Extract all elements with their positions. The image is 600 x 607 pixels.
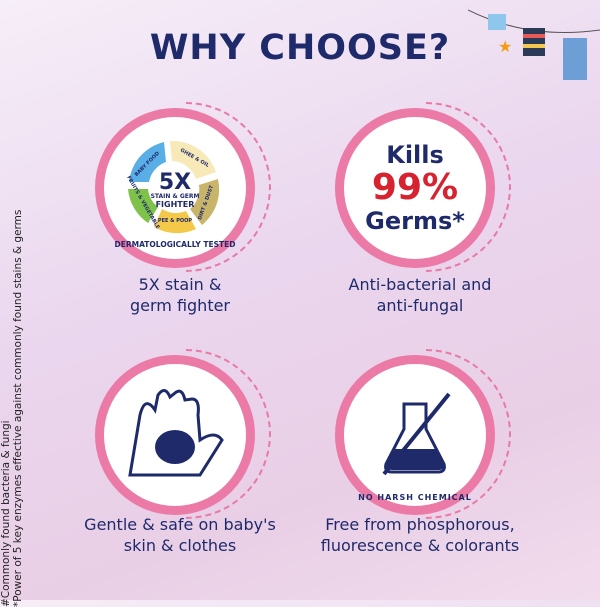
svg-text:★: ★ (498, 37, 512, 56)
flask-icon: NO HARSH CHEMICAL (358, 392, 472, 502)
segment-label: PEE & POOP (158, 218, 193, 224)
caption-line: fluorescence & colorants (320, 536, 520, 555)
5x-cycle-icon: BABY FOOD GHEE & OIL DIRT & DUST PEE & P… (115, 140, 236, 249)
no-harsh-chemical-badge: NO HARSH CHEMICAL (335, 349, 511, 525)
caption-line: Gentle & safe on baby's (84, 515, 276, 534)
feature-caption: Free from phosphorous, fluorescence & col… (290, 514, 550, 556)
footnotes: #Commonly found bacteria & fungi *Power … (0, 207, 24, 607)
caption-line: germ fighter (129, 296, 231, 315)
footnote: *Power of 5 key enzymes effective agains… (12, 209, 24, 607)
footnote: #Commonly found bacteria & fungi (0, 420, 12, 607)
kills-text: Kills (386, 141, 444, 169)
page-title: WHY CHOOSE? (149, 28, 451, 68)
stain-fighter-badge: BABY FOOD GHEE & OIL DIRT & DUST PEE & P… (95, 102, 271, 278)
feature-caption: Anti-bacterial and anti-fungal (300, 274, 540, 316)
caption-line: Free from phosphorous, (325, 515, 515, 534)
5x-sub-text: STAIN & GERM (151, 193, 200, 200)
arc-text: DERMATOLOGICALLY TESTED (115, 240, 236, 249)
germs-text: Germs* (365, 207, 465, 235)
clothesline-icon: ★ (468, 9, 600, 80)
caption-line: skin & clothes (123, 536, 237, 555)
kills-germs-badge: Kills 99% Germs* (335, 102, 511, 278)
feature-caption: 5X stain & germ fighter (60, 274, 300, 316)
caption-line: anti-fungal (376, 296, 464, 315)
hand-holding-baby-icon (128, 389, 224, 477)
gentle-badge (95, 349, 271, 525)
arc-text: NO HARSH CHEMICAL (358, 493, 472, 502)
percent-text: 99% (371, 167, 459, 208)
caption-line: 5X stain & (138, 275, 222, 294)
5x-sub-text: FIGHTER (156, 200, 195, 209)
feature-caption: Gentle & safe on baby's skin & clothes (40, 514, 320, 556)
caption-line: Anti-bacterial and (348, 275, 492, 294)
5x-text: 5X (159, 170, 191, 195)
